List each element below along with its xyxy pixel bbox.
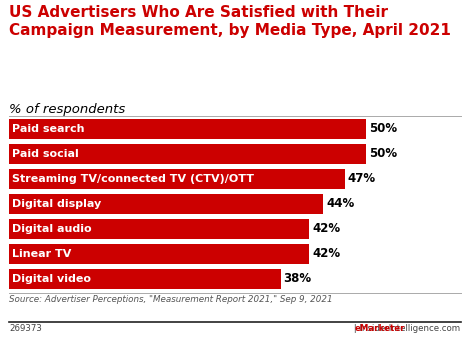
Bar [9,194,323,214]
Text: Digital audio: Digital audio [12,224,92,234]
Bar [9,119,366,139]
Text: US Advertisers Who Are Satisfied with Their
Campaign Measurement, by Media Type,: US Advertisers Who Are Satisfied with Th… [9,5,451,38]
Text: 47%: 47% [348,172,376,185]
Text: 50%: 50% [369,122,397,135]
Text: 42%: 42% [312,247,340,261]
Bar [9,144,366,164]
Bar [9,244,309,264]
Text: 38%: 38% [283,273,312,285]
Text: % of respondents: % of respondents [9,103,125,116]
Text: Source: Advertiser Perceptions, "Measurement Report 2021," Sep 9, 2021: Source: Advertiser Perceptions, "Measure… [9,295,333,304]
Bar [9,219,309,239]
Text: eMarketer: eMarketer [355,324,405,333]
Text: Digital display: Digital display [12,199,102,209]
Text: 50%: 50% [369,147,397,160]
Text: Paid search: Paid search [12,124,85,134]
Text: | InsiderIntelligence.com: | InsiderIntelligence.com [352,324,461,333]
Bar [9,269,281,289]
Text: 269373: 269373 [9,324,42,333]
Text: Paid social: Paid social [12,149,79,159]
Text: 42%: 42% [312,222,340,236]
Bar [9,168,345,189]
Text: Linear TV: Linear TV [12,249,71,259]
Text: Streaming TV/connected TV (CTV)/OTT: Streaming TV/connected TV (CTV)/OTT [12,174,254,184]
Text: 44%: 44% [326,197,354,210]
Text: Digital video: Digital video [12,274,91,284]
